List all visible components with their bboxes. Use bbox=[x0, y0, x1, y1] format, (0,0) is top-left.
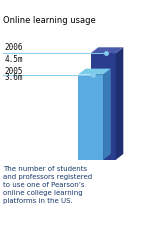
Text: 4.5m: 4.5m bbox=[4, 55, 23, 64]
Polygon shape bbox=[103, 69, 111, 160]
Polygon shape bbox=[116, 47, 123, 160]
Text: 3.6m: 3.6m bbox=[4, 73, 23, 82]
Text: 2006: 2006 bbox=[4, 43, 23, 52]
Polygon shape bbox=[91, 47, 123, 53]
Polygon shape bbox=[78, 75, 103, 160]
Polygon shape bbox=[91, 53, 116, 160]
Text: Online learning usage: Online learning usage bbox=[3, 16, 96, 26]
Text: 2005: 2005 bbox=[4, 67, 23, 76]
Polygon shape bbox=[78, 69, 111, 75]
Text: The number of students
and professors registered
to use one of Pearson’s
online : The number of students and professors re… bbox=[3, 166, 92, 204]
